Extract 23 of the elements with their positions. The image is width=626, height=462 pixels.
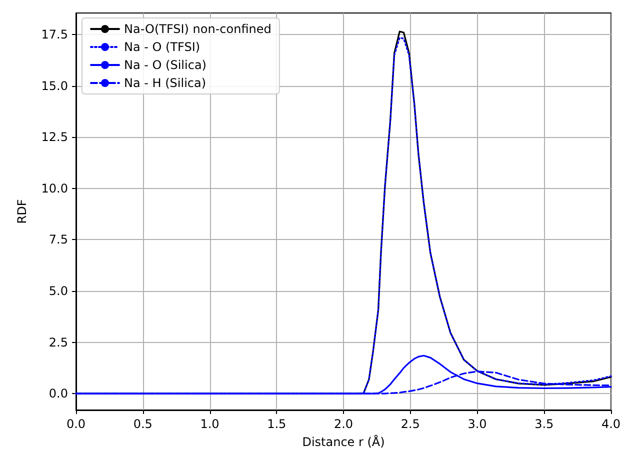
y-tick-label: 5.0 — [48, 284, 68, 298]
x-tick-label: 1.5 — [267, 417, 286, 431]
x-tick-label: 2.5 — [400, 417, 420, 431]
y-tick-label: 17.5 — [41, 28, 68, 42]
x-tick-label: 0.5 — [133, 417, 152, 431]
y-tick-label: 10.0 — [41, 181, 68, 196]
x-tick-label: 3.5 — [534, 417, 554, 431]
y-tick-label: 7.5 — [48, 232, 68, 247]
x-tick-label: 4.0 — [601, 417, 621, 431]
x-axis-title: Distance r (Å) — [302, 434, 385, 449]
x-tick-label: 2.0 — [334, 417, 354, 431]
legend-label: Na - H (Silica) — [124, 76, 206, 90]
x-tick-label: 1.0 — [200, 417, 220, 431]
y-tick-label: 2.5 — [48, 335, 68, 350]
y-axis-title: RDF — [15, 199, 29, 224]
legend-label: Na - O (Silica) — [124, 58, 206, 72]
y-tick-label: 15.0 — [41, 78, 68, 93]
y-tick-label: 0.0 — [48, 386, 68, 401]
legend-label: Na-O(TFSI) non-confined — [124, 22, 272, 36]
x-tick-label: 0.0 — [66, 417, 86, 431]
x-tick-label: 3.0 — [468, 417, 487, 431]
legend-label: Na - O (TFSI) — [124, 40, 200, 54]
y-tick-label: 12.5 — [41, 130, 68, 144]
